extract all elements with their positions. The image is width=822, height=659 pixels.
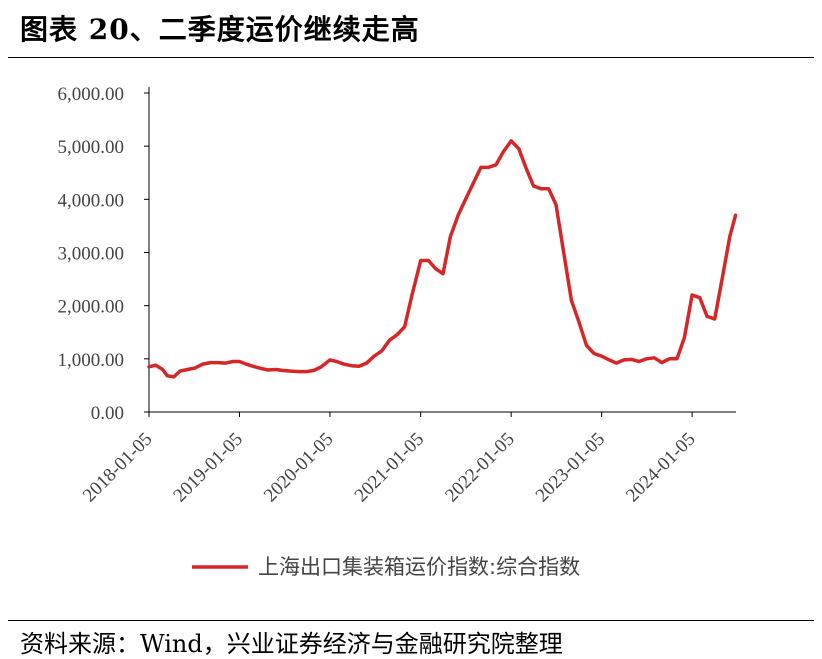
y-tick-label: 2,000.00 — [58, 297, 125, 318]
x-axis-ticks: 2018-01-05 2019-01-05 2020-01-05 2021-01-05… — [79, 412, 700, 506]
x-tick-label: 2020-01-05 — [260, 429, 338, 507]
x-tick-label: 2023-01-05 — [532, 429, 610, 507]
x-tick-label: 2024-01-05 — [622, 429, 700, 507]
bottom-divider — [8, 620, 814, 621]
series-line-0 — [147, 139, 738, 379]
chart-series — [147, 139, 738, 379]
y-tick-label: 6,000.00 — [58, 84, 125, 105]
legend-label: 上海出口集装箱运价指数:综合指数 — [258, 555, 580, 579]
y-tick-label: 5,000.00 — [58, 137, 125, 158]
chart-title: 图表 20、二季度运价继续走高 — [20, 13, 420, 46]
chart-legend: 上海出口集装箱运价指数:综合指数 — [192, 555, 580, 579]
x-tick-label: 2018-01-05 — [79, 429, 157, 507]
y-axis-ticks: 0.00 1,000.00 2,000.00 3,000.00 4,000.00 5,00… — [58, 84, 149, 424]
y-tick-label: 0.00 — [91, 403, 124, 424]
source-note: 资料来源：Wind，兴业证券经济与金融研究院整理 — [20, 630, 563, 658]
y-tick-label: 4,000.00 — [58, 190, 125, 211]
chart-axes — [148, 87, 736, 413]
x-tick-label: 2019-01-05 — [169, 429, 247, 507]
y-tick-label: 1,000.00 — [58, 350, 125, 371]
top-divider — [8, 57, 814, 58]
y-tick-label: 3,000.00 — [58, 244, 125, 265]
x-tick-label: 2022-01-05 — [441, 429, 519, 507]
x-tick-label: 2021-01-05 — [351, 429, 429, 507]
